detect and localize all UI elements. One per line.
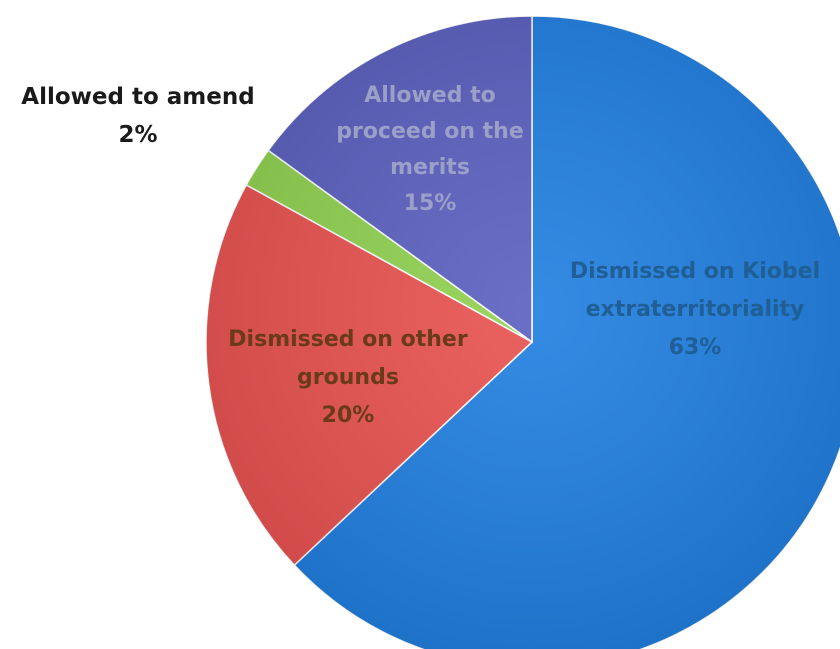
slice-label-line: 2% bbox=[118, 122, 157, 148]
slice-label-line: Dismissed on Kiobel bbox=[570, 259, 820, 284]
slice-label-line: 15% bbox=[404, 191, 457, 216]
slice-label-line: merits bbox=[390, 155, 470, 180]
slice-label-line: extraterritoriality bbox=[586, 297, 805, 322]
slice-label-line: 20% bbox=[322, 403, 375, 428]
slice-label-line: Allowed to bbox=[364, 83, 496, 108]
slice-label-2: Allowed to amend 2% bbox=[21, 84, 254, 148]
slice-label-line: Dismissed on other bbox=[228, 327, 468, 352]
slice-label-line: 63% bbox=[669, 335, 722, 360]
slice-label-3: Allowed to proceed on the merits 15% bbox=[336, 83, 524, 216]
slice-label-line: proceed on the bbox=[336, 119, 524, 144]
slice-label-line: grounds bbox=[297, 365, 399, 390]
slice-label-1: Dismissed on other grounds 20% bbox=[228, 327, 468, 428]
pie-labels: Dismissed on Kiobel extraterritoriality 63… bbox=[21, 83, 820, 428]
slice-label-0: Dismissed on Kiobel extraterritoriality 63… bbox=[570, 259, 820, 360]
slice-label-line: Allowed to amend bbox=[21, 84, 254, 110]
